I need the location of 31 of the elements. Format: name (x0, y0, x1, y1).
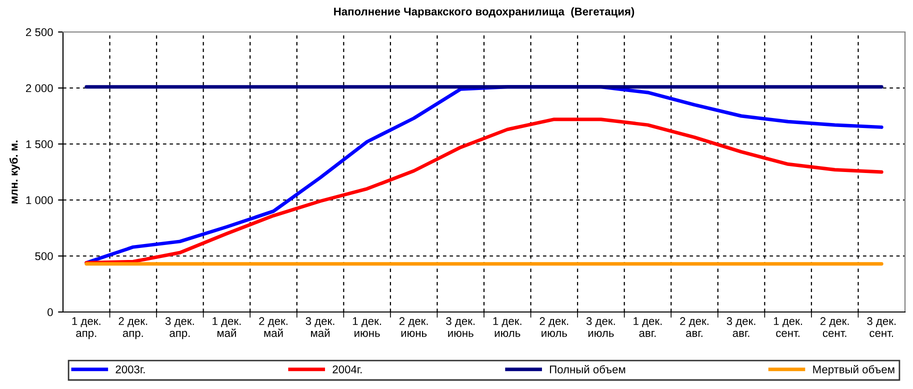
x-tick-label: 3 дек. июнь (446, 317, 475, 337)
x-tick-label: 1 дек. июнь (352, 317, 381, 337)
x-tick-label: 1 дек. июль (493, 317, 522, 337)
x-tick-label: 3 дек. авг. (726, 317, 756, 337)
x-tick-label: 2 дек. май (259, 317, 288, 337)
x-tick-label: 1 дек. май (212, 317, 241, 337)
line-series (84, 118, 884, 264)
chart-title: Наполнение Чарвакского водохранилища (Вегетация) (334, 7, 634, 18)
legend-label: Мертвый объем (813, 365, 894, 376)
x-tick-label: 3 дек. сент. (867, 317, 896, 337)
x-tick-label: 1 дек. апр. (72, 317, 100, 340)
x-tick-label: 2 дек. июль (540, 317, 568, 337)
x-tick-label: 2 дек. сент. (820, 317, 849, 337)
y-axis-title: млн. куб. м. (9, 140, 20, 204)
legend-label: 2003г. (116, 365, 145, 374)
x-tick-label: 3 дек. июль (586, 317, 615, 337)
y-tick-label: 2 500 (26, 28, 53, 36)
x-tick-label: 2 дек. июнь (399, 317, 428, 337)
y-tick-label: 1 000 (26, 196, 53, 204)
y-tick-label: 2 000 (26, 84, 53, 92)
x-tick-label: 2 дек. авг. (680, 317, 708, 337)
x-tick-label: 2 дек. апр. (118, 317, 148, 340)
y-tick-label: 500 (35, 252, 53, 260)
legend-label: Полный объем (550, 365, 626, 374)
x-tick-label: 3 дек. май (306, 317, 334, 337)
y-tick-label: 0 (48, 308, 53, 316)
x-tick-label: 3 дек. апр. (165, 317, 194, 340)
x-tick-label: 1 дек. авг. (634, 317, 662, 337)
y-tick-label: 1 500 (26, 140, 53, 148)
x-tick-label: 1 дек. сент. (774, 317, 802, 337)
legend-label: 2004г. (332, 365, 362, 374)
